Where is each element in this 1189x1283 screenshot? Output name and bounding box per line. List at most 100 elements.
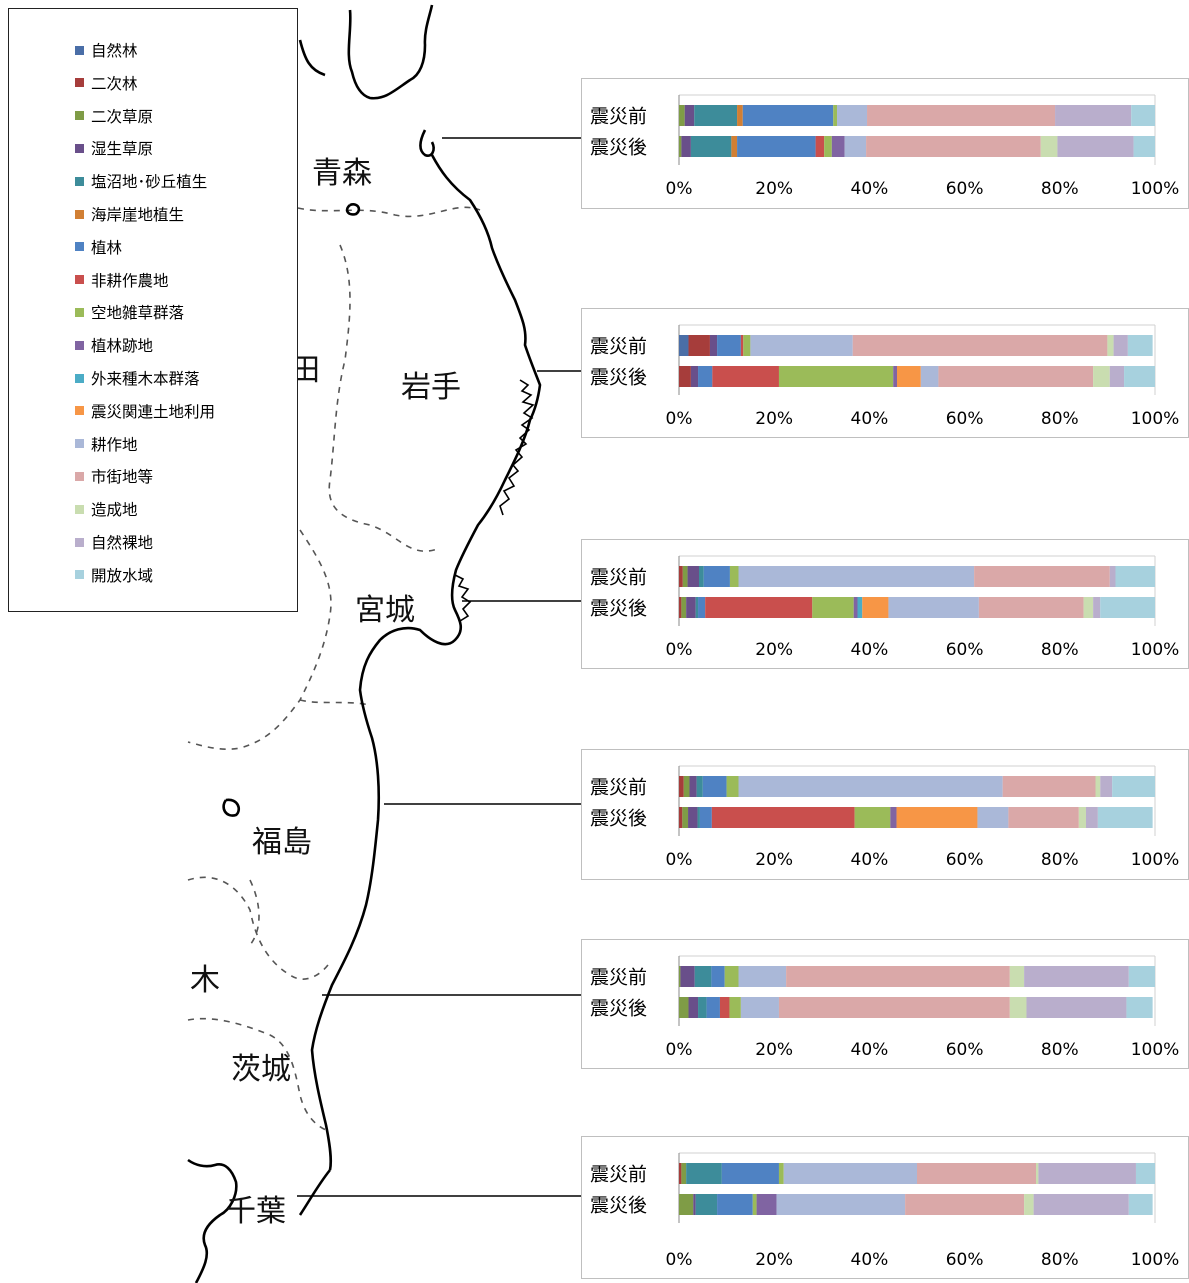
x-tick-label: 40% [851,1040,889,1060]
bar-segment [1133,136,1155,157]
bar-segment [752,1194,757,1215]
legend-label: 二次草原 [91,107,154,126]
x-tick-label: 40% [851,409,889,429]
category-label: 震災前 [590,567,647,589]
bar-segment [1085,807,1098,828]
pref-label-iwate: 岩手 [401,370,461,405]
bar-segment [783,1163,917,1184]
pref-label-aomori: 青森 [312,156,372,191]
bar-segment [1083,597,1094,618]
bar-segment [1127,335,1153,356]
bar-segment [686,597,696,618]
bar-segment [687,566,699,587]
bar-segment [737,136,816,157]
pref-label-fukushima: 福島 [252,825,312,860]
legend: 自然林 二次林 二次草原 湿生草原 塩沼地･砂丘植生 海岸崖地植生 植林 非耕作農地 空地雑草群… [8,8,298,612]
bar-segment [815,136,825,157]
bar-segment [1093,366,1110,387]
x-tick-label: 20% [755,409,793,429]
bar-segment [778,366,894,387]
coastline-shimokita [419,129,435,157]
bar-segment [717,1194,753,1215]
legend-swatch [75,275,84,285]
bar-segment [1024,966,1129,987]
category-label: 震災後 [590,137,647,159]
legend-label: 開放水域 [91,566,154,585]
legend-swatch [75,307,84,317]
bar-segment [682,566,688,587]
legend-item: 海岸崖地植生 [75,204,184,224]
x-tick-label: 20% [755,850,793,870]
bar-segment [689,776,697,797]
bar-segment [837,105,868,126]
legend-label: 非耕作農地 [91,271,169,290]
x-tick-label: 0% [666,179,693,199]
bar-segment [1055,105,1132,126]
bar-segment [1057,136,1134,157]
bar-segment [679,807,683,828]
bar-segment [867,105,1056,126]
x-tick-label: 100% [1131,1250,1180,1270]
bar-segment [890,807,897,828]
bar-segment [938,366,1094,387]
x-tick-label: 40% [851,640,889,660]
x-tick-label: 20% [755,640,793,660]
bar-segment [737,105,743,126]
x-tick-label: 20% [755,179,793,199]
bar-segment [679,597,682,618]
bar-segment [1112,776,1155,797]
bar-segment [679,136,682,157]
x-tick-label: 100% [1131,409,1180,429]
bar-segment [698,597,706,618]
legend-swatch [75,111,84,121]
x-tick-label: 40% [851,179,889,199]
bar-segment [698,366,713,387]
coastline-aomori [298,4,434,100]
bar-segment [703,566,730,587]
island-mutsu [345,203,361,216]
legend-label: 自然林 [91,42,138,60]
bar-segment [1026,997,1127,1018]
legend-label: 湿生草原 [91,140,154,159]
bar-segment [743,335,751,356]
coastline-pacific [310,154,542,1171]
legend-label: 植林跡地 [91,337,154,356]
legend-item: 二次草原 [75,106,153,126]
bar-segment [905,1194,1025,1215]
legend-label: 造成地 [91,501,138,520]
bar-segment [1115,566,1155,587]
legend-item: 外来種木本群落 [75,368,200,388]
lake-inawashiro [222,798,240,817]
x-tick-label: 80% [1041,179,1079,199]
bar-segment [824,136,832,157]
bar-segment [1040,136,1058,157]
bar-segment [726,776,739,797]
legend-label: 市街地等 [91,468,154,487]
chart-panel-iwate: 震災前 震災後 0% 20% 40% 60% 80% 100% [581,308,1189,438]
x-tick-label: 60% [946,1250,984,1270]
legend-swatch [75,78,84,88]
legend-item: 震災関連土地利用 [75,401,215,421]
bar-segment [1008,807,1079,828]
bar-segment [679,997,689,1018]
bar-segment [721,1163,779,1184]
bar-segment [1097,807,1153,828]
legend-label: 自然裸地 [91,534,154,552]
bar-segment [920,366,939,387]
legend-item: 植林 [75,237,122,257]
bar-segment [705,597,813,618]
legend-item: 二次林 [75,73,138,93]
bar-segment [1002,776,1096,797]
bar-segment [679,105,685,126]
bar-segment [1131,105,1155,126]
bar-segment [694,105,738,126]
x-tick-label: 60% [946,409,984,429]
bar-segment [679,566,683,587]
bar-segment [742,105,834,126]
bar-segment [729,566,739,587]
legend-item: 耕作地 [75,434,138,454]
bar-segment [697,807,700,828]
bar-segment [679,1194,694,1215]
x-tick-label: 80% [1041,409,1079,429]
bar-segment [1135,1163,1155,1184]
